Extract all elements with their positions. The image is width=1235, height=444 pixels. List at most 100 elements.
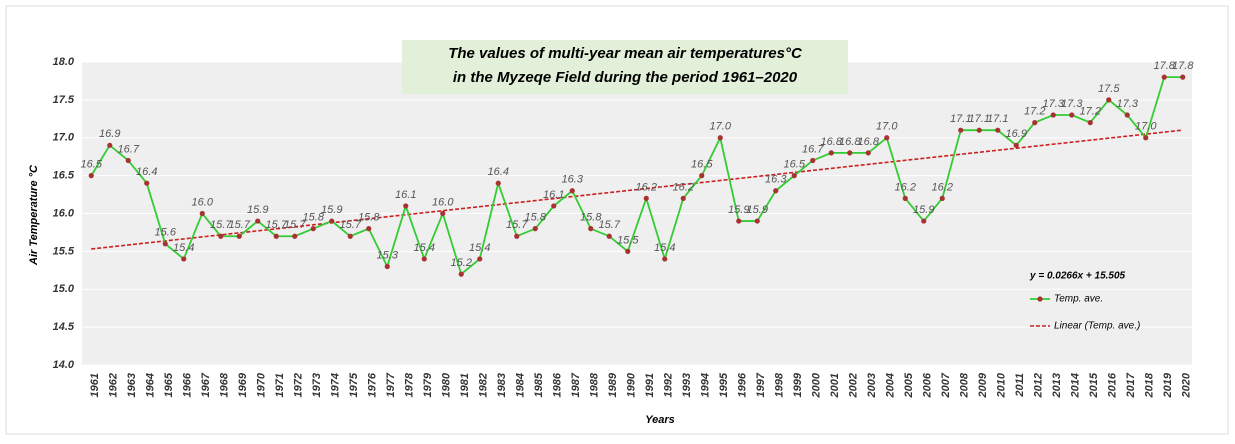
x-tick-label: 1969 — [237, 372, 249, 397]
x-tick-label: 1987 — [570, 372, 582, 397]
data-point — [754, 218, 760, 224]
data-point — [902, 195, 908, 201]
data-point — [810, 157, 816, 164]
data-label: 17.0 — [876, 121, 898, 133]
data-label: 17.8 — [1154, 60, 1176, 72]
data-label: 17.2 — [1024, 106, 1045, 118]
x-tick-label: 1978 — [404, 372, 416, 397]
data-point — [199, 210, 205, 217]
data-point — [107, 142, 113, 148]
data-point — [847, 150, 853, 156]
x-tick-label: 1964 — [145, 373, 157, 397]
x-tick-label: 1988 — [589, 372, 601, 397]
y-tick-label: 15.0 — [53, 283, 75, 295]
data-label: 15.7 — [266, 219, 288, 231]
data-label: 15.2 — [451, 257, 472, 269]
x-tick-label: 1962 — [108, 373, 120, 397]
x-tick-label: 1965 — [163, 372, 175, 397]
data-point — [273, 233, 279, 239]
data-point — [218, 233, 224, 239]
data-label: 16.8 — [821, 136, 843, 148]
x-tick-label: 2015 — [1088, 372, 1100, 398]
x-tick-label: 1992 — [663, 373, 675, 397]
x-tick-label: 2019 — [1162, 372, 1174, 398]
data-label: 15.9 — [747, 204, 768, 216]
data-point — [1032, 120, 1038, 126]
data-point — [125, 157, 131, 164]
data-label: 16.8 — [858, 136, 880, 148]
x-tick-label: 2005 — [903, 372, 915, 398]
data-point — [865, 150, 871, 156]
trendline — [91, 129, 1183, 250]
data-label: 16.4 — [488, 166, 509, 178]
data-label: 15.3 — [377, 249, 399, 261]
data-label: 17.3 — [1061, 98, 1083, 110]
x-tick-label: 2009 — [977, 372, 989, 398]
x-tick-label: 1995 — [718, 372, 730, 397]
x-tick-label: 2018 — [1144, 372, 1156, 398]
data-label: 16.7 — [802, 143, 824, 155]
x-tick-label: 1967 — [200, 372, 212, 397]
x-tick-label: 1961 — [89, 373, 101, 397]
data-point — [1087, 120, 1093, 126]
x-tick-label: 1993 — [681, 373, 693, 397]
x-tick-label: 1975 — [348, 372, 360, 397]
x-tick-label: 2012 — [1033, 373, 1045, 398]
x-tick-label: 2017 — [1125, 372, 1137, 398]
x-tick-label: 1991 — [644, 373, 656, 397]
data-label: 15.7 — [284, 219, 306, 231]
data-point — [255, 218, 261, 224]
series-line — [90, 76, 1183, 276]
data-label: 16.5 — [81, 159, 103, 171]
x-tick-label: 2011 — [1014, 373, 1026, 398]
data-label: 15.8 — [303, 212, 325, 224]
data-label: 15.7 — [506, 219, 528, 231]
data-point — [88, 173, 94, 179]
data-point — [773, 188, 779, 194]
data-point — [976, 127, 982, 133]
data-label: 17.0 — [1135, 121, 1157, 133]
data-label: 17.8 — [1172, 60, 1194, 72]
data-point — [421, 256, 427, 262]
x-tick-label: 1982 — [478, 373, 490, 397]
data-point — [366, 226, 372, 232]
data-point — [736, 218, 742, 224]
data-label: 15.4 — [414, 242, 435, 254]
data-label: 16.3 — [765, 174, 787, 186]
data-point — [440, 210, 446, 217]
x-tick-label: 1998 — [774, 372, 786, 397]
data-label: 17.5 — [1098, 83, 1120, 95]
data-label: 15.4 — [469, 242, 490, 254]
data-label: 15.8 — [525, 212, 547, 224]
x-tick-label: 1999 — [792, 372, 804, 397]
data-point — [921, 218, 927, 224]
data-point — [514, 233, 520, 239]
legend-marker — [1037, 296, 1043, 302]
data-label: 15.7 — [210, 219, 232, 231]
data-point — [995, 127, 1001, 133]
data-point — [1180, 74, 1186, 80]
data-label: 15.4 — [654, 242, 675, 254]
data-label: 16.9 — [99, 128, 120, 140]
x-tick-label: 1983 — [496, 373, 508, 397]
data-label: 15.8 — [580, 212, 602, 224]
data-label: 15.9 — [728, 204, 749, 216]
data-label: 17.1 — [950, 113, 971, 125]
data-label: 17.3 — [1117, 98, 1139, 110]
x-tick-label: 2014 — [1070, 373, 1082, 398]
data-label: 15.7 — [340, 219, 362, 231]
y-tick-label: 18.0 — [53, 56, 75, 68]
x-tick-label: 1979 — [422, 372, 434, 397]
x-tick-label: 1981 — [459, 373, 471, 397]
x-tick-label: 1968 — [219, 372, 231, 397]
x-tick-label: 1980 — [441, 372, 453, 397]
data-point — [625, 248, 631, 254]
x-tick-label: 2007 — [940, 372, 952, 398]
data-point — [828, 150, 834, 156]
y-tick-label: 14.5 — [53, 321, 75, 333]
data-point — [403, 203, 409, 209]
x-tick-label: 2008 — [959, 372, 971, 398]
x-tick-label: 1970 — [256, 372, 268, 397]
